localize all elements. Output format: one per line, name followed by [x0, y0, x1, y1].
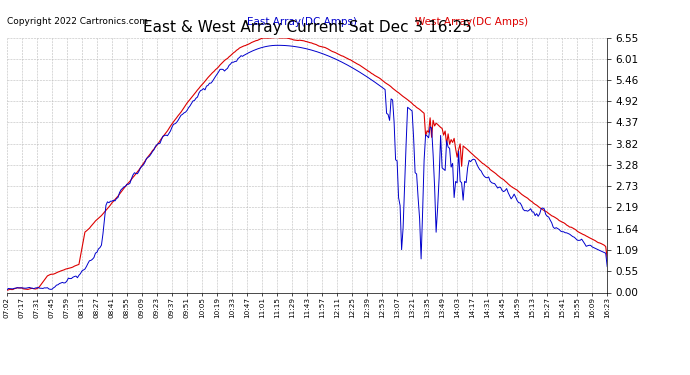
- Text: West Array(DC Amps): West Array(DC Amps): [415, 17, 529, 27]
- Title: East & West Array Current Sat Dec 3 16:25: East & West Array Current Sat Dec 3 16:2…: [143, 20, 471, 35]
- Text: East Array(DC Amps): East Array(DC Amps): [247, 17, 357, 27]
- Text: Copyright 2022 Cartronics.com: Copyright 2022 Cartronics.com: [7, 17, 148, 26]
